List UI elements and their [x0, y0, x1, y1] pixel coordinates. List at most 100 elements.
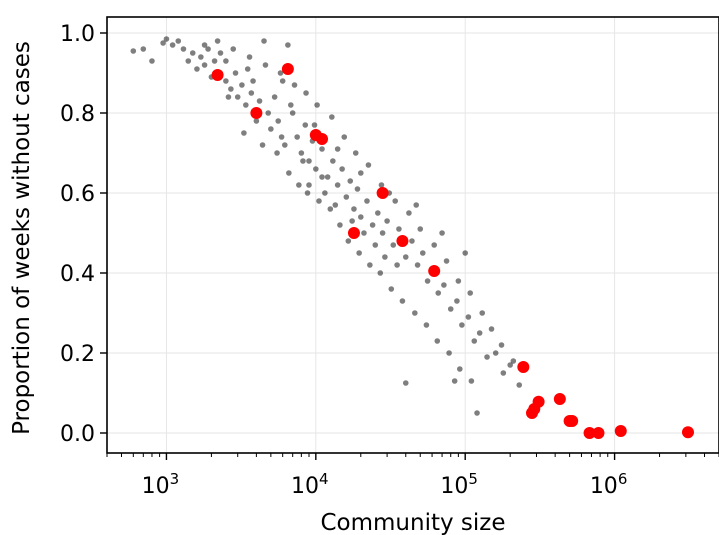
plot-frame: [106, 16, 719, 454]
community-point: [369, 222, 376, 228]
community-point: [205, 46, 211, 52]
community-point: [488, 326, 495, 332]
community-point: [130, 48, 137, 54]
y-tick-label: 0.6: [60, 182, 95, 207]
highlighted-community-point: [681, 426, 694, 439]
community-point: [345, 238, 352, 244]
community-point: [282, 142, 288, 148]
community-point: [160, 40, 166, 46]
community-point: [262, 62, 269, 68]
community-point: [279, 78, 286, 84]
community-point: [384, 218, 390, 224]
community-point: [324, 174, 331, 180]
community-point: [367, 262, 373, 268]
community-point: [259, 142, 266, 148]
x-tick-label: 103: [142, 470, 180, 499]
community-point: [234, 94, 241, 100]
x-tick-exponent: 3: [170, 470, 180, 488]
community-point: [356, 250, 362, 256]
community-point: [402, 380, 409, 386]
y-tick-label: 0.4: [60, 262, 95, 287]
highlighted-community-point: [428, 265, 441, 277]
x-tick-exponent: 5: [468, 470, 478, 488]
community-point: [327, 206, 334, 212]
community-point: [337, 222, 343, 228]
highlighted-community-point: [347, 227, 360, 239]
highlighted-community-point: [211, 69, 224, 81]
community-point: [357, 214, 364, 220]
highlighted-community-point: [281, 63, 294, 75]
community-point: [214, 38, 221, 44]
x-tick-base: 10: [291, 474, 319, 499]
community-point: [446, 350, 452, 356]
community-point: [248, 90, 255, 96]
x-tick-label: 105: [440, 470, 478, 499]
data-points: [130, 36, 694, 439]
highlighted-community-point: [553, 393, 566, 405]
community-point: [441, 282, 447, 288]
highlighted-community-point: [532, 395, 545, 408]
community-point: [417, 226, 424, 232]
community-point: [414, 262, 421, 268]
community-point: [462, 250, 469, 256]
community-point: [424, 278, 431, 284]
community-point: [271, 94, 278, 100]
community-point: [306, 182, 312, 188]
x-axis-label: Community size: [320, 510, 505, 535]
community-point: [479, 310, 486, 316]
community-point: [474, 410, 480, 416]
community-point: [175, 38, 182, 44]
community-point: [329, 114, 335, 120]
community-point: [439, 230, 445, 236]
highlighted-community-point: [583, 427, 596, 439]
community-point: [456, 366, 463, 372]
highlighted-community-point: [316, 133, 329, 145]
community-point: [243, 102, 249, 108]
community-point: [149, 58, 155, 64]
community-point: [419, 250, 426, 256]
community-point: [201, 42, 208, 48]
community-point: [225, 94, 232, 100]
community-point: [239, 82, 245, 88]
community-point: [447, 306, 454, 312]
community-point: [332, 202, 339, 208]
community-point: [396, 226, 402, 232]
community-point: [351, 206, 357, 212]
community-point: [194, 66, 200, 72]
community-point: [500, 370, 507, 376]
community-point: [434, 338, 441, 344]
community-point: [377, 270, 384, 276]
community-point: [288, 102, 294, 108]
community-point: [291, 82, 298, 88]
community-point: [349, 218, 355, 224]
community-point: [294, 134, 300, 140]
community-point: [185, 58, 192, 64]
community-point: [253, 118, 260, 124]
community-point: [304, 190, 311, 196]
community-point: [451, 378, 458, 384]
community-point: [378, 182, 385, 188]
community-point: [484, 354, 490, 360]
community-point: [347, 178, 354, 184]
x-tick-label: 104: [291, 470, 329, 499]
x-tick-exponent: 6: [618, 470, 628, 488]
community-point: [339, 166, 345, 172]
community-point: [471, 338, 478, 344]
community-point: [365, 162, 372, 168]
x-tick-label: 106: [590, 470, 628, 499]
community-point: [406, 210, 412, 216]
highlighted-community-point: [566, 415, 579, 427]
community-point: [492, 350, 499, 356]
community-point: [343, 194, 350, 200]
community-point: [265, 110, 272, 116]
highlighted-community-point: [250, 107, 263, 119]
community-point: [413, 202, 420, 208]
community-point: [228, 86, 234, 92]
community-point: [169, 42, 176, 48]
highlighted-community-point: [517, 361, 530, 373]
community-point: [180, 46, 187, 52]
y-tick-label: 1.0: [60, 22, 95, 47]
y-axis-label: Proportion of weeks without cases: [9, 41, 35, 435]
community-point: [302, 122, 309, 128]
community-point: [246, 54, 253, 60]
